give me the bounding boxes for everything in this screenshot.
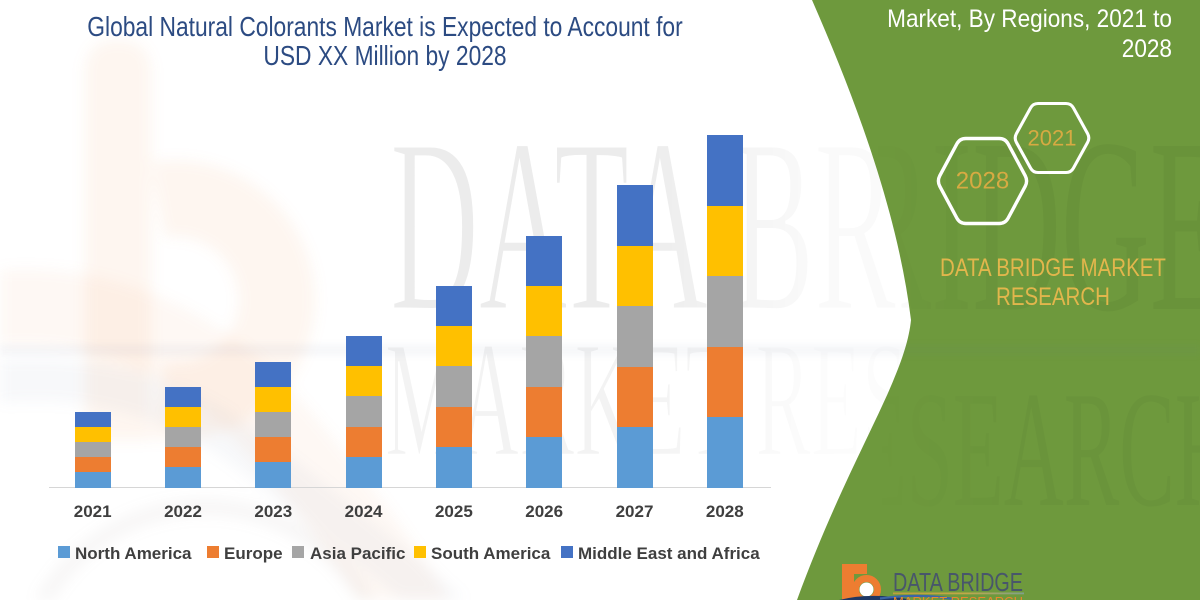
svg-text:DATA BRIDGE: DATA BRIDGE — [893, 567, 1023, 597]
svg-text:MARKET RESEARCH: MARKET RESEARCH — [893, 594, 1023, 600]
svg-text:2021: 2021 — [1028, 126, 1077, 151]
svg-text:2028: 2028 — [956, 168, 1009, 195]
